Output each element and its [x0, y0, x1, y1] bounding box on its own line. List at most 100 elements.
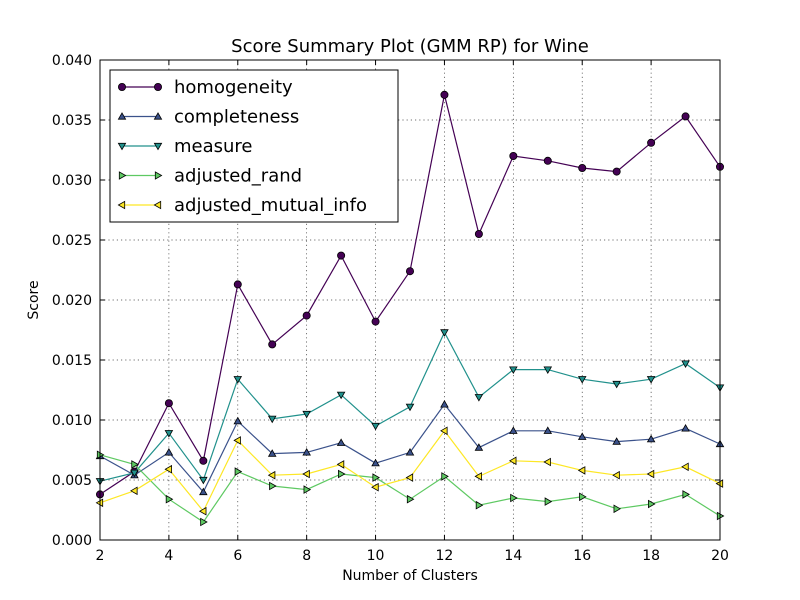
data-point-completeness	[543, 426, 553, 434]
ticks: 2 4 6 8 10 12 14 16 18 20 0.000 0.005 0.010 0.015 0.02…	[52, 53, 729, 564]
data-point-homogeneity	[474, 229, 483, 238]
data-point-adjusted_rand	[200, 517, 208, 527]
series-completeness	[95, 399, 725, 496]
data-point-measure	[543, 366, 553, 375]
y-tick-label: 0.035	[52, 113, 92, 129]
data-point-measure	[577, 376, 587, 384]
x-tick-label: 6	[233, 548, 242, 564]
data-point-adjusted_rand	[234, 467, 243, 476]
legend-item-adjusted_mutual_info: adjusted_mutual_info	[117, 195, 367, 216]
data-point-completeness	[612, 437, 621, 445]
data-point-homogeneity	[405, 267, 414, 276]
data-point-measure	[371, 422, 380, 431]
data-point-adjusted_rand	[510, 493, 518, 503]
legend-label: homogeneity	[174, 77, 293, 98]
x-tick-label: 4	[164, 548, 173, 564]
data-point-homogeneity	[233, 280, 242, 289]
x-tick-label: 8	[302, 548, 311, 564]
data-point-adjusted_mutual_info	[233, 436, 241, 445]
legend-item-homogeneity: homogeneity	[118, 77, 293, 98]
y-tick-label: 0.000	[52, 533, 92, 549]
data-point-measure	[267, 415, 277, 424]
data-point-measure	[405, 403, 415, 412]
data-point-adjusted_rand	[613, 504, 622, 514]
legend-marker	[117, 112, 127, 120]
x-tick-label: 20	[711, 548, 729, 564]
y-tick-label: 0.040	[52, 53, 92, 69]
series-measure	[95, 329, 725, 486]
legend-label: adjusted_rand	[174, 166, 302, 187]
legend-marker	[117, 142, 127, 151]
data-point-adjusted_mutual_info	[577, 466, 586, 475]
legend-marker	[153, 200, 162, 210]
x-tick-label: 2	[96, 548, 105, 564]
legend-marker	[153, 83, 162, 92]
data-point-adjusted_rand	[441, 472, 449, 481]
data-point-completeness	[302, 447, 311, 456]
x-tick-label: 16	[573, 548, 591, 564]
data-point-measure	[681, 360, 690, 369]
data-point-measure	[646, 376, 656, 384]
data-point-completeness	[646, 434, 656, 443]
data-point-measure	[302, 410, 311, 419]
data-point-homogeneity	[612, 167, 621, 176]
data-point-homogeneity	[509, 151, 518, 160]
legend-marker	[117, 200, 126, 210]
data-point-adjusted_mutual_info	[130, 486, 138, 496]
data-point-homogeneity	[302, 311, 311, 320]
data-point-adjusted_rand	[303, 485, 312, 494]
data-point-homogeneity	[371, 317, 380, 326]
data-point-adjusted_rand	[648, 499, 656, 509]
data-point-measure	[130, 469, 139, 478]
legend-item-completeness: completeness	[117, 107, 299, 128]
data-point-completeness	[474, 443, 484, 451]
x-tick-label: 12	[436, 548, 454, 564]
data-point-adjusted_rand	[338, 469, 346, 479]
data-point-adjusted_mutual_info	[474, 472, 482, 481]
legend-marker	[153, 142, 163, 151]
data-point-adjusted_mutual_info	[440, 426, 448, 436]
data-point-homogeneity	[268, 340, 277, 349]
legend-item-measure: measure	[117, 136, 253, 157]
data-point-adjusted_rand	[131, 460, 139, 469]
series-adjusted_mutual_info	[95, 426, 724, 516]
data-point-adjusted_rand	[372, 473, 380, 482]
data-point-homogeneity	[199, 456, 208, 465]
data-point-completeness	[577, 432, 587, 440]
data-point-completeness	[199, 487, 208, 496]
data-point-adjusted_rand	[165, 494, 174, 504]
data-point-measure	[440, 329, 449, 337]
data-point-completeness	[440, 399, 449, 408]
data-point-homogeneity	[164, 399, 173, 408]
x-tick-label: 18	[642, 548, 660, 564]
y-tick-label: 0.015	[52, 353, 92, 369]
data-point-homogeneity	[578, 163, 587, 172]
legend-marker	[154, 171, 163, 180]
data-point-adjusted_mutual_info	[646, 469, 655, 479]
data-point-homogeneity	[440, 90, 449, 99]
data-point-adjusted_rand	[544, 497, 553, 506]
legend-marker	[118, 171, 127, 180]
data-point-adjusted_mutual_info	[508, 456, 517, 466]
x-axis-label: Number of Clusters	[342, 568, 478, 584]
data-point-adjusted_mutual_info	[681, 462, 689, 472]
data-point-completeness	[267, 449, 277, 457]
data-point-completeness	[509, 426, 518, 434]
data-point-measure	[233, 376, 243, 384]
data-point-completeness	[164, 447, 174, 456]
data-point-adjusted_rand	[475, 500, 484, 510]
data-point-adjusted_rand	[682, 490, 690, 499]
x-tick-label: 10	[367, 548, 385, 564]
legend: homogeneity completeness measure adjusted_r…	[109, 69, 399, 223]
y-tick-label: 0.030	[52, 173, 92, 189]
data-point-adjusted_mutual_info	[198, 506, 207, 516]
data-point-completeness	[371, 458, 380, 467]
data-point-adjusted_mutual_info	[612, 470, 620, 480]
legend-label: adjusted_mutual_info	[174, 195, 367, 216]
legend-label: completeness	[174, 107, 299, 128]
data-point-adjusted_mutual_info	[267, 470, 276, 480]
legend-label: measure	[174, 136, 253, 157]
data-point-completeness	[405, 447, 415, 456]
